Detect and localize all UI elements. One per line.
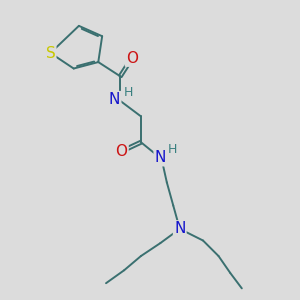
- Text: N: N: [174, 221, 185, 236]
- Text: H: H: [168, 143, 177, 156]
- Text: O: O: [116, 144, 128, 159]
- Text: N: N: [155, 150, 166, 165]
- Text: H: H: [124, 86, 133, 99]
- Text: S: S: [46, 46, 55, 61]
- Text: O: O: [126, 51, 138, 66]
- Text: N: N: [109, 92, 120, 107]
